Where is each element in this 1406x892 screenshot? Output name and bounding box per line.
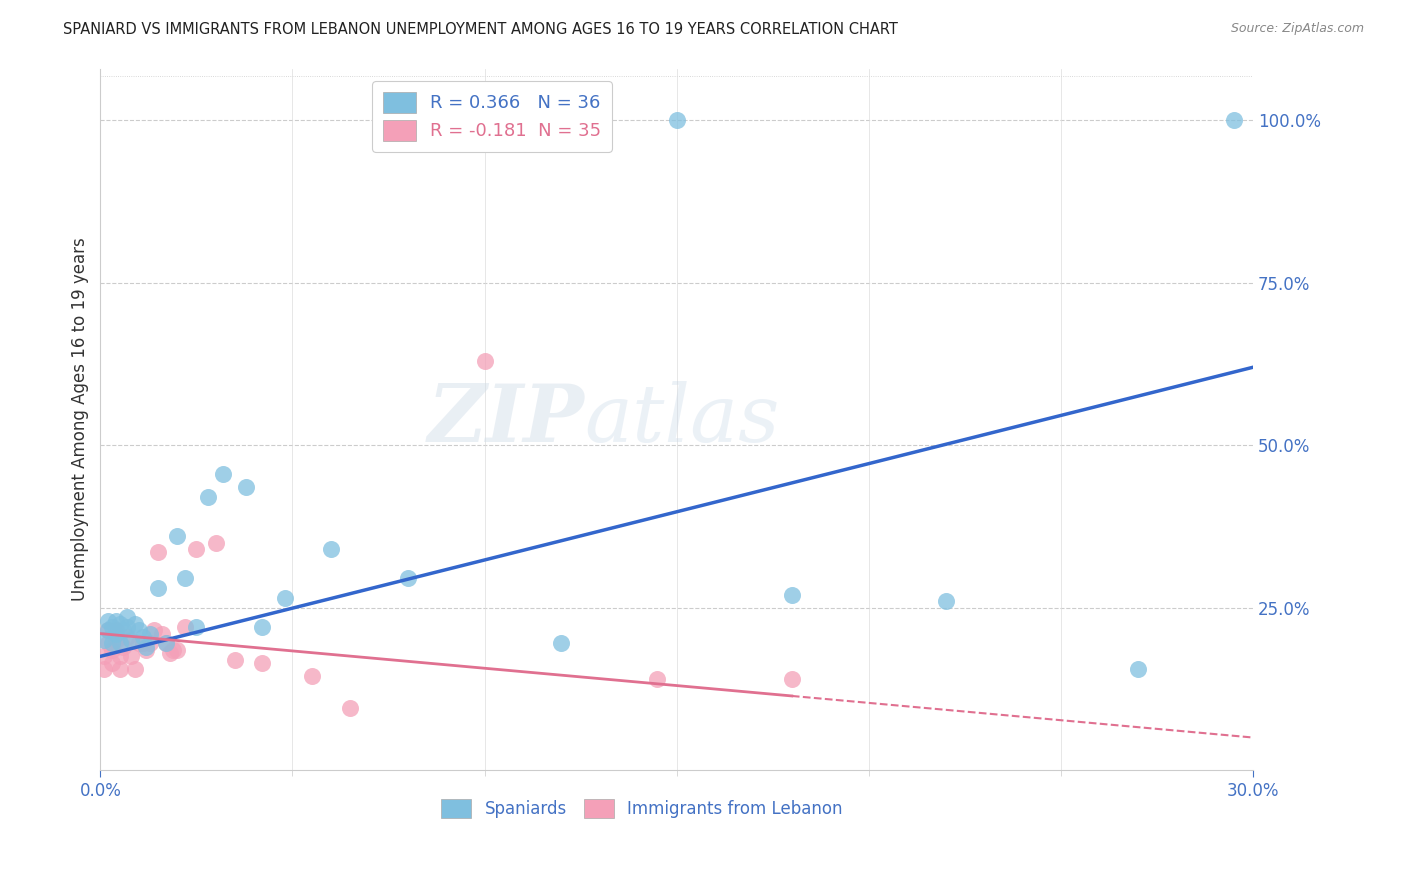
Point [1222,113,1244,128]
Point [235,480,257,494]
Point [101,643,124,657]
Point [155,636,177,650]
Point [204,535,226,549]
Point [186,620,208,634]
Text: Source: ZipAtlas.com: Source: ZipAtlas.com [1230,22,1364,36]
Point [135,643,157,657]
Point [93,633,115,648]
Point [474,353,496,368]
Point [97,624,120,638]
Point [139,636,162,650]
Point [112,624,135,638]
Point [115,610,138,624]
Text: SPANIARD VS IMMIGRANTS FROM LEBANON UNEMPLOYMENT AMONG AGES 16 TO 19 YEARS CORRE: SPANIARD VS IMMIGRANTS FROM LEBANON UNEM… [63,22,898,37]
Point [301,669,323,683]
Point [146,581,169,595]
Point [550,636,572,650]
Point [224,652,246,666]
Point [112,640,135,654]
Point [97,614,120,628]
Point [124,616,146,631]
Point [934,594,956,608]
Point [186,542,208,557]
Point [212,467,235,482]
Point [108,649,131,664]
Point [319,542,342,557]
Legend: Spaniards, Immigrants from Lebanon: Spaniards, Immigrants from Lebanon [434,792,849,825]
Point [104,626,127,640]
Point [780,588,803,602]
Point [104,633,127,648]
Point [97,636,120,650]
Point [159,646,181,660]
Point [339,701,361,715]
Point [104,624,127,638]
Point [647,672,669,686]
Point [250,620,273,634]
Point [120,633,142,648]
Point [104,614,127,628]
Point [135,640,157,654]
Text: atlas: atlas [585,381,780,458]
Point [124,662,146,676]
Point [143,624,166,638]
Point [396,571,419,585]
Point [108,662,131,676]
Point [101,620,124,634]
Point [101,636,124,650]
Point [197,490,219,504]
Point [146,545,169,559]
Point [173,571,195,585]
Point [139,626,162,640]
Point [128,636,150,650]
Point [101,656,124,670]
Text: ZIP: ZIP [427,381,585,458]
Point [250,656,273,670]
Point [1126,662,1149,676]
Y-axis label: Unemployment Among Ages 16 to 19 years: Unemployment Among Ages 16 to 19 years [72,237,89,601]
Point [115,620,138,634]
Point [131,636,153,650]
Point [93,649,115,664]
Point [108,616,131,631]
Point [108,636,131,650]
Point [162,643,184,657]
Point [155,636,177,650]
Point [150,626,173,640]
Point [665,113,688,128]
Point [97,624,120,638]
Point [120,649,142,664]
Point [115,630,138,644]
Point [166,529,188,543]
Point [128,624,150,638]
Point [166,643,188,657]
Point [173,620,195,634]
Point [274,591,297,605]
Point [780,672,803,686]
Point [93,662,115,676]
Point [131,630,153,644]
